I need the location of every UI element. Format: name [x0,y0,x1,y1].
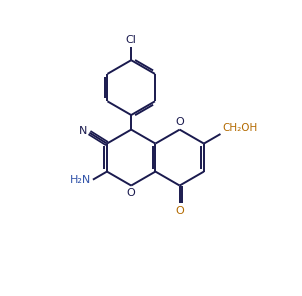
Text: Cl: Cl [126,36,137,46]
Text: N: N [79,126,87,136]
Text: O: O [127,188,136,198]
Text: CH₂OH: CH₂OH [223,123,258,133]
Text: O: O [175,117,184,127]
Text: O: O [175,206,184,215]
Text: H₂N: H₂N [70,175,92,185]
